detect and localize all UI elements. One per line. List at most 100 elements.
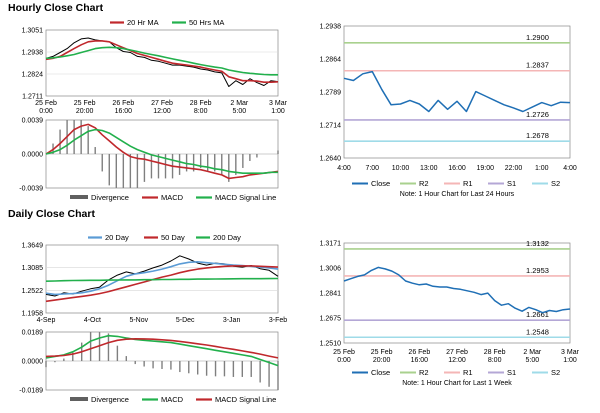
daily-price-y-tick-2: 1.2522 — [22, 288, 44, 295]
hourly-pivot-x-tick-3: 13:00 — [420, 165, 438, 172]
hourly-pivot-legend-label-3: S1 — [507, 179, 516, 188]
daily-price-x-tick-2: 5-Nov — [129, 317, 148, 324]
hourly-pivot-y-tick-1: 1.2864 — [320, 57, 342, 64]
hourly-pivot-y-tick-4: 1.2640 — [320, 156, 342, 163]
daily-pivot-legend-label-1: R2 — [419, 368, 429, 377]
daily-pivot-y-tick-3: 1.2675 — [320, 316, 342, 323]
hourly-pivot-y-tick-2: 1.2789 — [320, 90, 342, 97]
hourly-macd-legend-swatch-0 — [70, 195, 88, 199]
hourly-price-y-tick-3: 1.2711 — [22, 94, 43, 101]
daily-pivot-level-label-s1: 1.2661 — [526, 310, 549, 319]
daily-price-series-200-day — [45, 277, 279, 282]
daily-macd-legend-label-2: MACD Signal Line — [215, 395, 276, 404]
hourly-pivot-level-label-r2: 1.2900 — [526, 33, 549, 42]
hourly-price-x-tick-5: 2 Mar 5:00 — [230, 100, 249, 115]
daily-price-x-tick-5: 3-Feb — [269, 317, 287, 324]
hourly-price-y-tick-1: 1.2938 — [22, 50, 44, 57]
hourly-pivot-y-tick-0: 1.2938 — [320, 24, 342, 31]
hourly-pivot-level-label-s1: 1.2726 — [526, 110, 549, 119]
hourly-macd-legend-label-2: MACD Signal Line — [215, 193, 276, 202]
hourly-pivot-x-tick-1: 7:00 — [365, 165, 379, 172]
hourly-price-frame — [45, 29, 279, 97]
hourly-pivot-x-tick-8: 4:00 — [563, 165, 577, 172]
daily-pivot-y-tick-4: 1.2510 — [320, 341, 342, 348]
hourly-pivot-x-tick-2: 10:00 — [392, 165, 410, 172]
daily-macd-series-macd-signal-line — [45, 337, 279, 359]
daily-price-x-tick-4: 3-Jan — [223, 317, 241, 324]
daily-pivot-x-tick-2: 26 Feb 16:00 — [408, 349, 430, 364]
daily-pivot-x-tick-0: 25 Feb 0:00 — [333, 349, 355, 364]
hourly-macd-series-macd — [45, 123, 279, 180]
daily-price-legend-label-0: 20 Day — [105, 233, 129, 242]
hourly-pivot-level-label-r1: 1.2837 — [526, 61, 549, 70]
hourly-pivot-legend-label-0: Close — [371, 179, 390, 188]
hourly-macd-y-tick-0: 0.0039 — [22, 118, 44, 125]
daily-pivot-level-label-r2: 1.3132 — [526, 239, 549, 248]
hourly-price-x-tick-4: 28 Feb 8:00 — [190, 100, 212, 115]
hourly-section-title: Hourly Close Chart — [8, 2, 104, 14]
daily-price-y-tick-3: 1.1958 — [22, 311, 44, 318]
hourly-macd-y-tick-2: -0.0039 — [19, 186, 43, 193]
daily-price-series-close — [45, 255, 279, 297]
hourly-price-legend-label-0: 20 Hr MA — [127, 18, 159, 27]
hourly-pivot-x-tick-7: 1:00 — [535, 165, 549, 172]
hourly-pivot-legend-label-1: R2 — [419, 179, 429, 188]
hourly-price-series-close — [45, 37, 279, 87]
daily-macd-y-tick-0: 0.0189 — [22, 330, 44, 337]
hourly-macd-legend-label-0: Divergence — [91, 193, 129, 202]
daily-price-x-tick-1: 4-Oct — [84, 317, 101, 324]
daily-pivot-y-tick-2: 1.2841 — [320, 291, 342, 298]
daily-pivot-x-tick-6: 3 Mar 1:00 — [561, 349, 580, 364]
hourly-price-x-tick-2: 26 Feb 16:00 — [112, 100, 134, 115]
daily-macd-legend-swatch-0 — [70, 397, 88, 401]
hourly-price-x-tick-3: 27 Feb 12:00 — [151, 100, 173, 115]
hourly-pivot-y-tick-3: 1.2714 — [320, 123, 342, 130]
daily-pivot-x-tick-5: 2 Mar 5:00 — [523, 349, 542, 364]
daily-pivot-note: Note: 1 Hour Chart for Last 1 Week — [402, 380, 512, 387]
daily-section-title: Daily Close Chart — [8, 208, 95, 220]
daily-pivot-legend-label-0: Close — [371, 368, 390, 377]
daily-pivot-y-tick-0: 1.3171 — [320, 241, 342, 248]
daily-pivot-x-tick-1: 25 Feb 20:00 — [371, 349, 393, 364]
daily-price-legend-label-2: 200 Day — [213, 233, 241, 242]
hourly-pivot-legend-label-4: S2 — [551, 179, 560, 188]
daily-pivot-level-label-r1: 1.2953 — [526, 266, 549, 275]
daily-macd-y-tick-1: 0.0000 — [22, 359, 44, 366]
daily-pivot-legend-label-2: R1 — [463, 368, 473, 377]
hourly-pivot-level-label-s2: 1.2678 — [526, 131, 549, 140]
daily-pivot-frame — [343, 242, 571, 344]
daily-price-legend-label-1: 50 Day — [161, 233, 185, 242]
hourly-price-x-tick-1: 25 Feb 20:00 — [74, 100, 96, 115]
daily-price-x-tick-3: 5-Dec — [176, 317, 195, 324]
hourly-macd-y-tick-1: 0.0000 — [22, 152, 44, 159]
daily-pivot-x-tick-4: 28 Feb 8:00 — [484, 349, 506, 364]
hourly-price-series-20-hr-ma — [45, 40, 279, 83]
hourly-macd-legend-label-1: MACD — [161, 193, 184, 202]
daily-pivot-series-close — [343, 266, 571, 314]
daily-pivot-legend-label-3: S1 — [507, 368, 516, 377]
daily-pivot-x-tick-3: 27 Feb 12:00 — [446, 349, 468, 364]
daily-price-x-tick-0: 4-Sep — [37, 317, 56, 324]
daily-macd-legend-label-0: Divergence — [91, 395, 129, 404]
hourly-pivot-x-tick-0: 4:00 — [337, 165, 351, 172]
hourly-pivot-legend-label-2: R1 — [463, 179, 473, 188]
hourly-pivot-note: Note: 1 Hour Chart for Last 24 Hours — [400, 191, 515, 198]
daily-price-y-tick-1: 1.3085 — [22, 265, 44, 272]
hourly-price-x-tick-0: 25 Feb 0:00 — [35, 100, 57, 115]
daily-price-y-tick-0: 1.3649 — [22, 243, 44, 250]
daily-pivot-y-tick-1: 1.3006 — [320, 266, 342, 273]
hourly-price-y-tick-2: 1.2824 — [22, 72, 44, 79]
daily-price-series-50-day — [45, 265, 279, 303]
hourly-price-y-tick-0: 1.3051 — [22, 28, 44, 35]
hourly-macd-series-macd-signal-line — [45, 128, 278, 174]
hourly-pivot-x-tick-5: 19:00 — [476, 165, 494, 172]
hourly-price-series-50-hrs-ma — [45, 46, 278, 76]
hourly-pivot-x-tick-4: 16:00 — [448, 165, 466, 172]
hourly-price-legend-label-1: 50 Hrs MA — [189, 18, 224, 27]
daily-macd-legend-label-1: MACD — [161, 395, 184, 404]
hourly-price-x-tick-6: 3 Mar 1:00 — [269, 100, 288, 115]
hourly-pivot-frame — [343, 25, 571, 159]
daily-macd-y-tick-2: -0.0189 — [19, 388, 43, 395]
hourly-pivot-x-tick-6: 22:00 — [505, 165, 523, 172]
